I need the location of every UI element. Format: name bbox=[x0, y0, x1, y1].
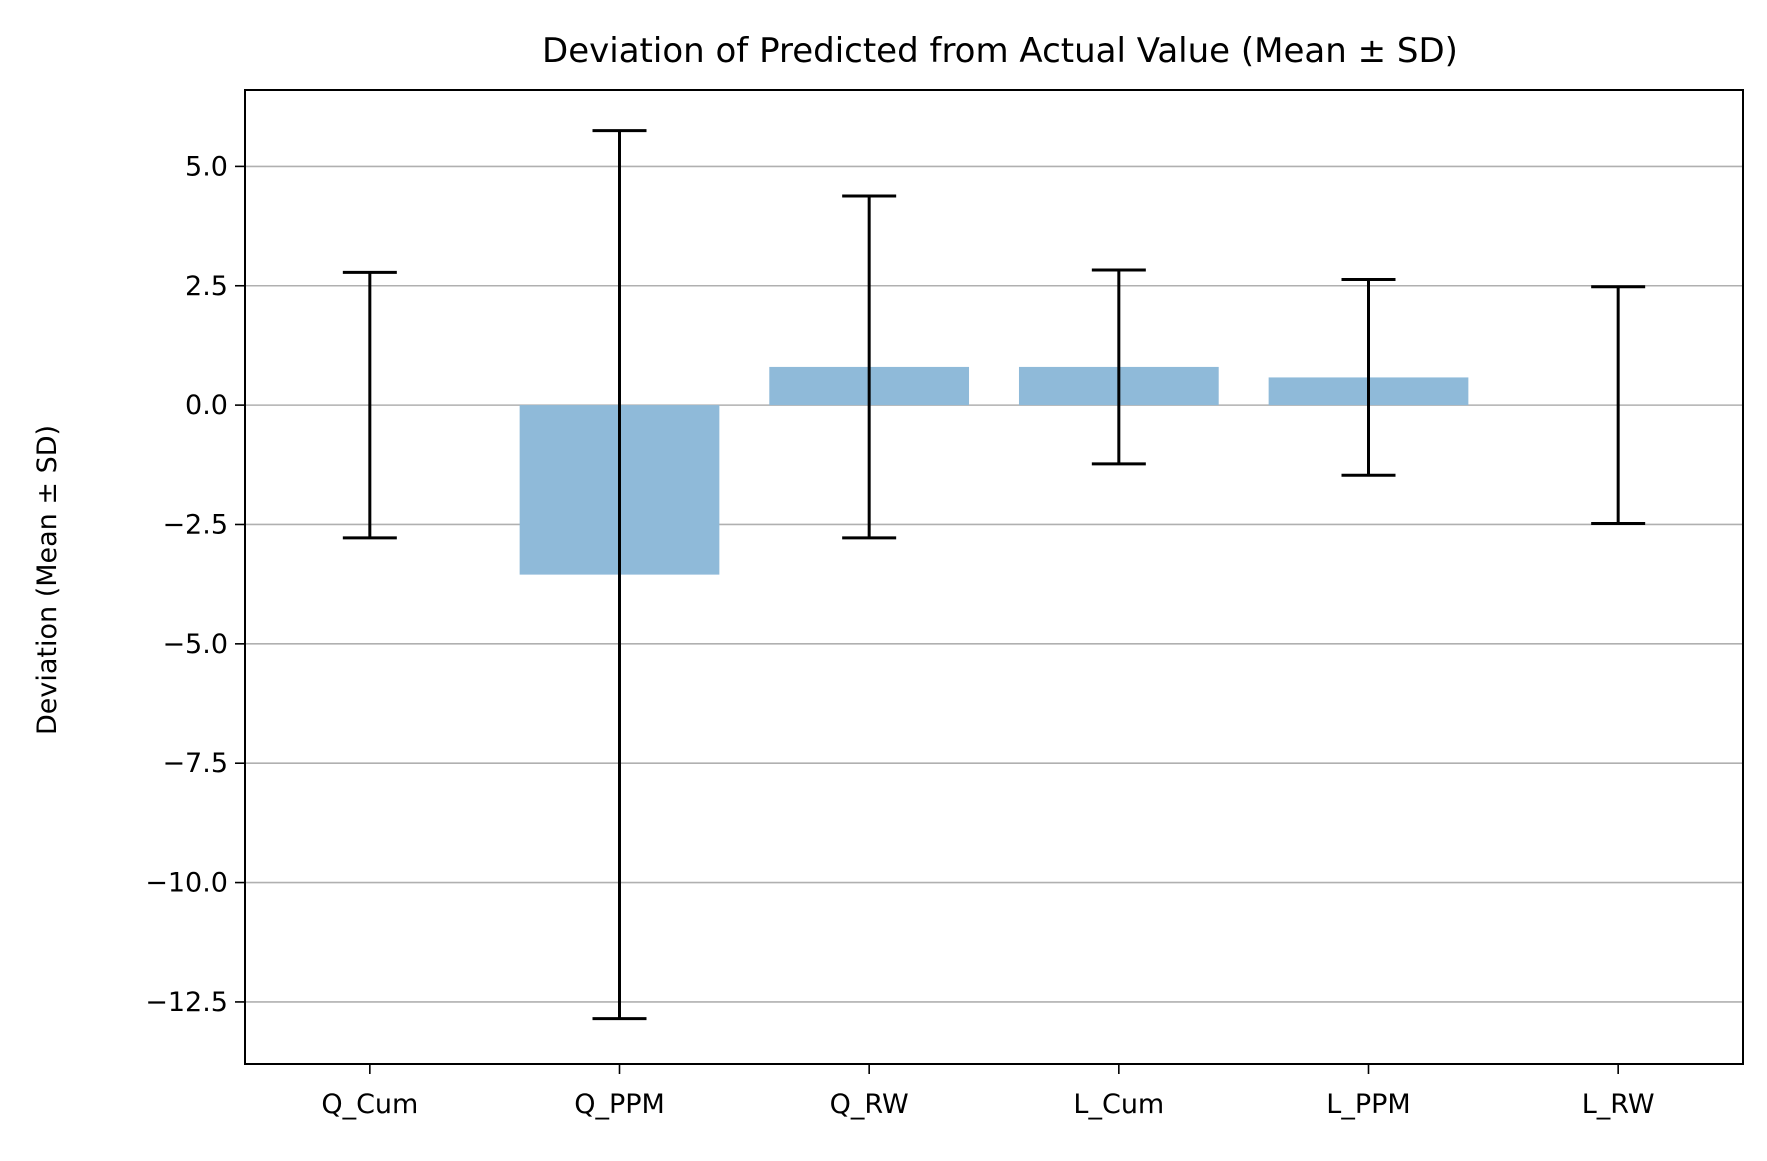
error-bars bbox=[342, 129, 1646, 1021]
bars bbox=[519, 366, 1469, 575]
y-tick-label: 5.0 bbox=[185, 151, 228, 182]
x-tick-label: L_RW bbox=[1582, 1089, 1655, 1120]
x-axis: Q_Cum Q_PPM Q_RW L_Cum L_PPM L_RW bbox=[321, 1064, 1655, 1120]
y-axis-label: Deviation (Mean ± SD) bbox=[32, 425, 63, 735]
y-tick-label: −2.5 bbox=[162, 509, 228, 540]
gridlines bbox=[245, 165, 1743, 1003]
y-tick-label: 2.5 bbox=[185, 271, 228, 302]
plot-frame bbox=[244, 89, 1744, 1065]
x-tick-label: L_PPM bbox=[1326, 1089, 1410, 1120]
y-tick-label: −10.0 bbox=[145, 868, 228, 899]
y-tick-label: −12.5 bbox=[145, 987, 228, 1018]
y-tick-label: −5.0 bbox=[162, 629, 228, 660]
x-tick-label: Q_PPM bbox=[574, 1089, 665, 1120]
y-tick-label: −7.5 bbox=[162, 748, 228, 779]
x-tick-label: Q_RW bbox=[830, 1089, 909, 1120]
x-tick-label: Q_Cum bbox=[321, 1089, 418, 1120]
y-tick-label: 0.0 bbox=[185, 390, 228, 421]
y-axis: 5.0 2.5 0.0 −2.5 −5.0 −7.5 −10.0 −12.5 bbox=[145, 151, 245, 1018]
x-tick-label: L_Cum bbox=[1073, 1089, 1164, 1120]
chart-title: Deviation of Predicted from Actual Value… bbox=[542, 31, 1458, 71]
